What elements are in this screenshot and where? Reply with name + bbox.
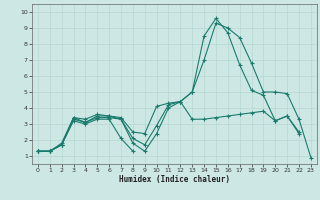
X-axis label: Humidex (Indice chaleur): Humidex (Indice chaleur) bbox=[119, 175, 230, 184]
